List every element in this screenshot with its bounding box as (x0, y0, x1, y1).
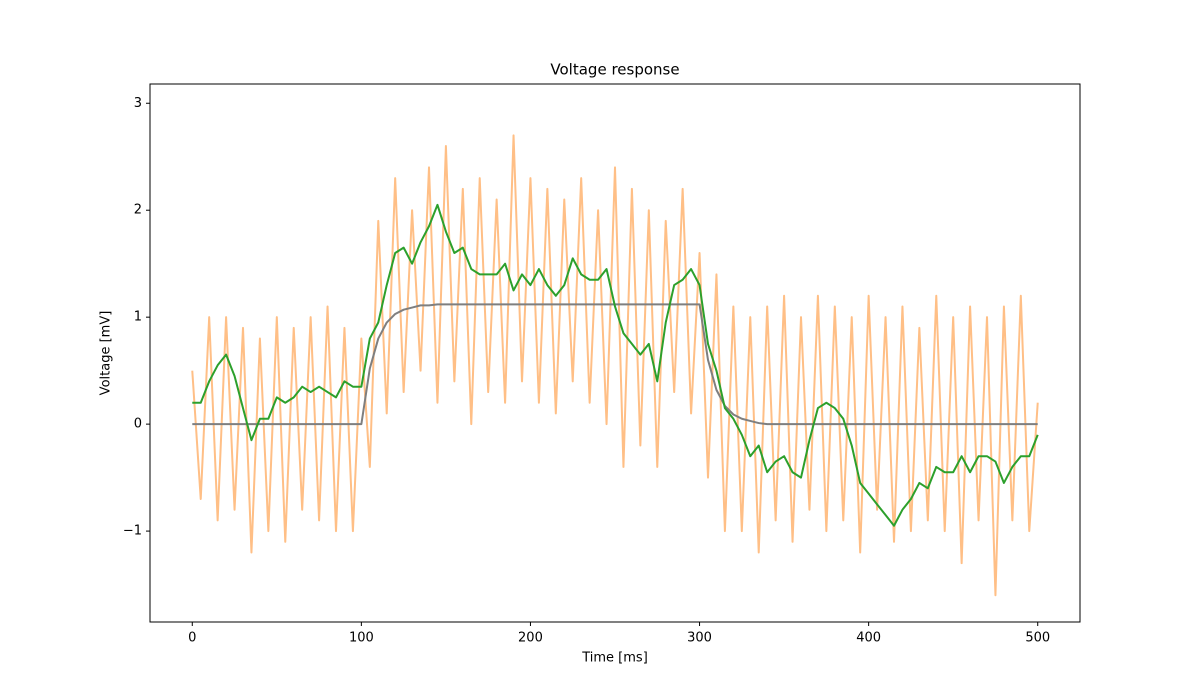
y-tick-label: 1 (134, 310, 142, 325)
x-tick-label: 100 (349, 631, 374, 646)
y-tick-label: 2 (134, 203, 142, 218)
x-tick-label: 300 (687, 631, 712, 646)
series-line (192, 203, 1039, 527)
y-tick-label: 0 (134, 417, 142, 432)
x-tick-label: 500 (1025, 631, 1050, 646)
series-line (192, 303, 1038, 426)
plot-frame (149, 83, 1081, 623)
series-line (191, 134, 1039, 597)
x-axis-label: Time [ms] (581, 651, 648, 666)
y-axis-label: Voltage [mV] (99, 311, 114, 396)
y-tick-label: −1 (123, 524, 142, 539)
y-tick-label: 3 (134, 96, 142, 111)
x-tick-label: 0 (188, 631, 196, 646)
chart-title: Voltage response (550, 61, 679, 79)
x-tick-label: 400 (856, 631, 881, 646)
x-tick-label: 200 (518, 631, 543, 646)
